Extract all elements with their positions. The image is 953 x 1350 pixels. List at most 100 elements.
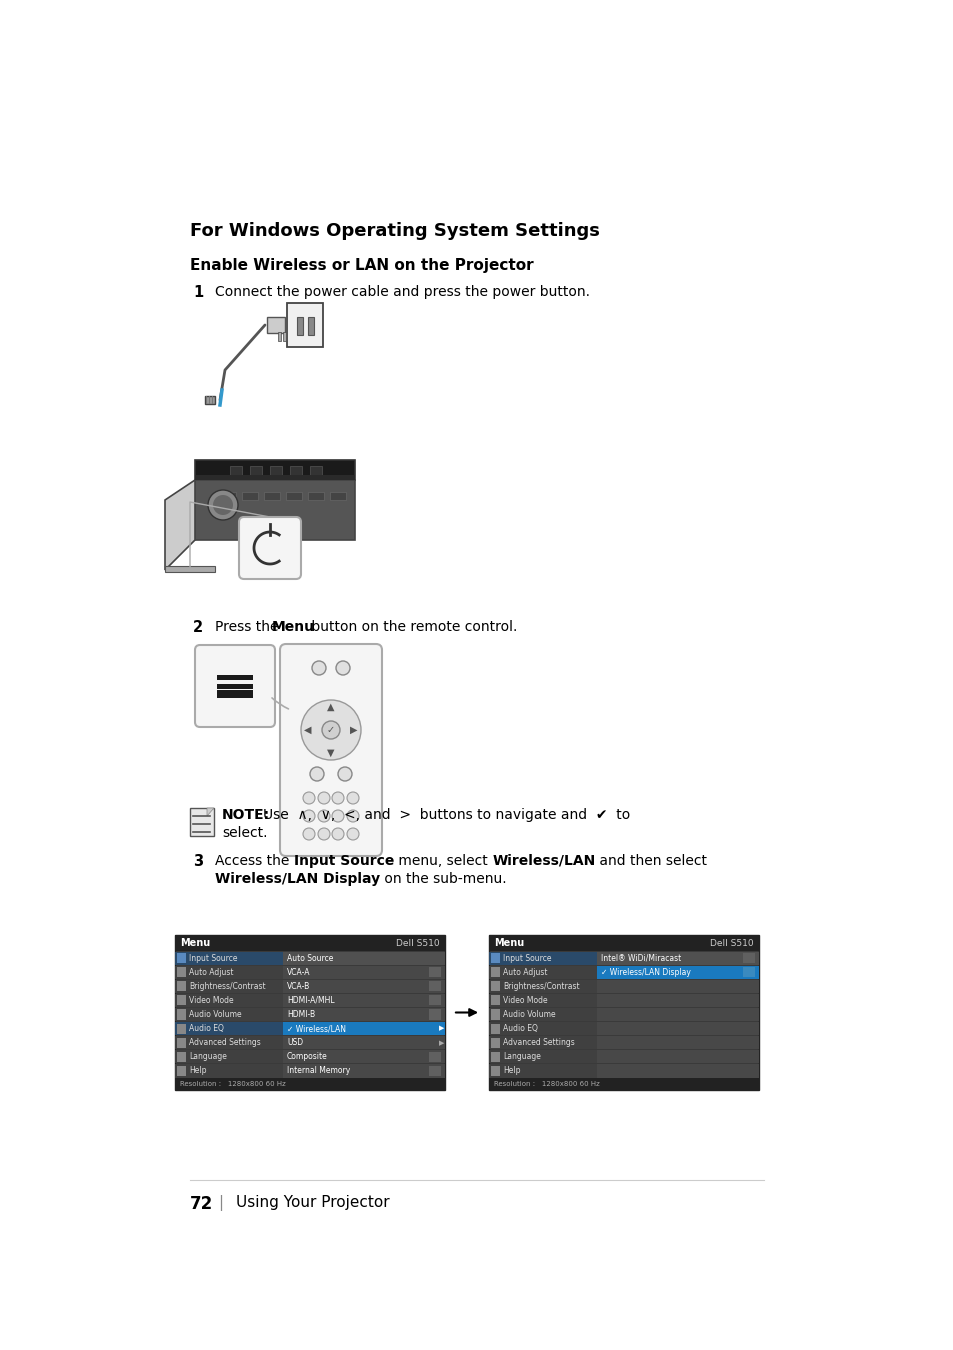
Bar: [489, 1022, 597, 1035]
Bar: [177, 1066, 186, 1076]
Bar: [177, 1038, 186, 1048]
Text: Audio EQ: Audio EQ: [502, 1025, 537, 1033]
Bar: [194, 481, 355, 540]
Text: Composite: Composite: [287, 1053, 328, 1061]
Bar: [206, 396, 208, 404]
Text: Resolution :   1280x800 60 Hz: Resolution : 1280x800 60 Hz: [180, 1081, 286, 1087]
Text: Language: Language: [502, 1053, 540, 1061]
Bar: [194, 475, 355, 481]
Text: Advanced Settings: Advanced Settings: [189, 1038, 260, 1048]
Bar: [489, 936, 759, 950]
Text: 1: 1: [193, 285, 203, 300]
Text: Wireless/LAN Display: Wireless/LAN Display: [214, 872, 379, 886]
Text: |: |: [218, 1195, 223, 1211]
Bar: [174, 936, 444, 1089]
Bar: [310, 466, 322, 477]
Bar: [489, 952, 597, 965]
Bar: [286, 491, 302, 500]
Text: Using Your Projector: Using Your Projector: [235, 1195, 389, 1210]
Circle shape: [303, 810, 314, 822]
FancyBboxPatch shape: [194, 645, 274, 728]
Bar: [242, 491, 257, 500]
Bar: [597, 1050, 759, 1064]
Bar: [174, 1064, 283, 1077]
Text: Resolution :   1280x800 60 Hz: Resolution : 1280x800 60 Hz: [494, 1081, 599, 1087]
Bar: [283, 994, 444, 1007]
Text: Dell S510: Dell S510: [710, 938, 753, 948]
Circle shape: [322, 721, 339, 738]
Bar: [212, 396, 213, 404]
Circle shape: [332, 810, 344, 822]
Bar: [283, 952, 444, 965]
Bar: [283, 1050, 444, 1064]
Bar: [174, 994, 283, 1007]
Bar: [491, 1066, 499, 1076]
Bar: [174, 965, 283, 979]
Bar: [177, 981, 186, 991]
FancyBboxPatch shape: [280, 644, 381, 856]
Bar: [177, 1023, 186, 1034]
Text: 2: 2: [193, 620, 203, 634]
Bar: [429, 967, 440, 977]
Text: VCA-A: VCA-A: [287, 968, 310, 976]
Text: Enable Wireless or LAN on the Projector: Enable Wireless or LAN on the Projector: [190, 258, 533, 273]
Bar: [597, 952, 759, 965]
Text: on the sub-menu.: on the sub-menu.: [379, 872, 506, 886]
Circle shape: [317, 792, 330, 805]
Text: 72: 72: [190, 1195, 213, 1214]
Bar: [491, 953, 499, 963]
Circle shape: [335, 662, 350, 675]
Circle shape: [303, 792, 314, 805]
Bar: [491, 1023, 499, 1034]
Bar: [205, 396, 214, 404]
Bar: [283, 332, 286, 342]
Text: Dell S510: Dell S510: [395, 938, 439, 948]
Text: Language: Language: [189, 1053, 227, 1061]
Bar: [597, 980, 759, 992]
Circle shape: [317, 810, 330, 822]
Bar: [283, 980, 444, 992]
Bar: [277, 332, 281, 342]
Bar: [174, 1050, 283, 1064]
Bar: [264, 491, 280, 500]
Circle shape: [310, 767, 324, 782]
Text: Auto Adjust: Auto Adjust: [189, 968, 233, 976]
Text: Audio EQ: Audio EQ: [189, 1025, 224, 1033]
Bar: [597, 965, 759, 979]
Bar: [489, 1008, 597, 1021]
Text: select.: select.: [222, 826, 267, 840]
Bar: [429, 1010, 440, 1019]
Text: Help: Help: [189, 1066, 206, 1076]
Bar: [177, 953, 186, 963]
Text: ✓ Wireless/LAN: ✓ Wireless/LAN: [287, 1025, 346, 1033]
Bar: [489, 1050, 597, 1064]
Bar: [597, 1008, 759, 1021]
Bar: [250, 466, 262, 477]
Text: Access the: Access the: [214, 855, 294, 868]
Bar: [597, 1064, 759, 1077]
Bar: [597, 1022, 759, 1035]
Text: Wireless/LAN: Wireless/LAN: [492, 855, 595, 868]
Bar: [429, 1052, 440, 1062]
Circle shape: [301, 701, 360, 760]
FancyBboxPatch shape: [287, 302, 323, 347]
Text: Input Source: Input Source: [294, 855, 394, 868]
Bar: [489, 1037, 597, 1049]
Text: Video Mode: Video Mode: [502, 996, 547, 1004]
Text: Menu: Menu: [180, 938, 210, 948]
Bar: [177, 1010, 186, 1019]
Bar: [489, 994, 597, 1007]
Bar: [330, 491, 346, 500]
Text: Video Mode: Video Mode: [189, 996, 233, 1004]
Circle shape: [347, 810, 358, 822]
Bar: [177, 1052, 186, 1062]
Polygon shape: [207, 809, 213, 815]
Bar: [283, 1008, 444, 1021]
Text: Help: Help: [502, 1066, 520, 1076]
Text: ▶: ▶: [438, 1040, 444, 1046]
Text: Menu: Menu: [272, 620, 314, 634]
Circle shape: [347, 828, 358, 840]
Circle shape: [347, 792, 358, 805]
Text: Advanced Settings: Advanced Settings: [502, 1038, 574, 1048]
Circle shape: [303, 828, 314, 840]
